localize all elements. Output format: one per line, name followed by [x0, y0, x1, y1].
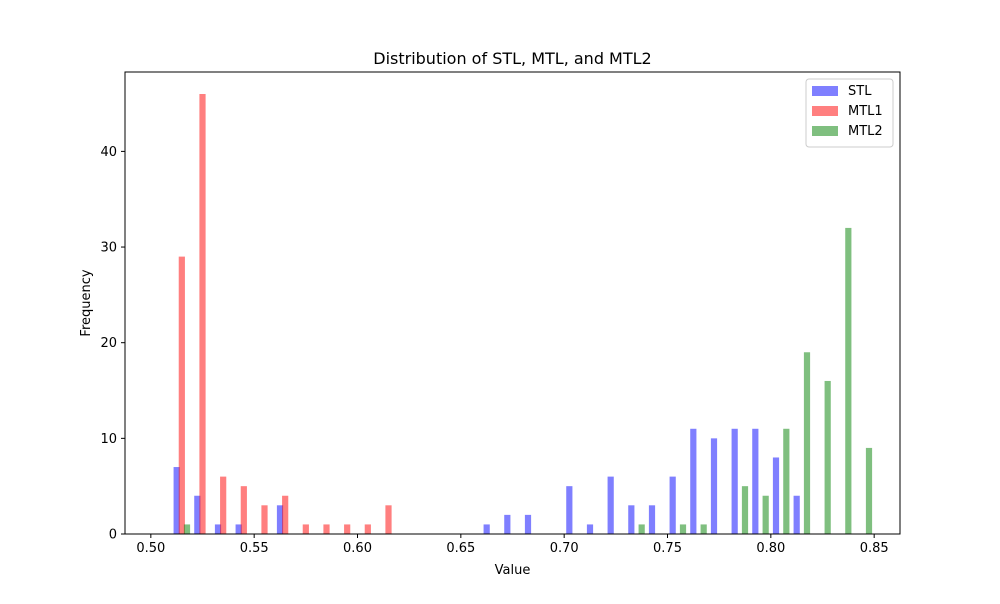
x-tick-label: 0.75	[653, 541, 682, 556]
bar-mtl2-7	[803, 352, 811, 534]
bar-stl-3	[235, 524, 242, 534]
bar-stl-2	[214, 524, 222, 534]
x-tick-label: 0.70	[550, 541, 579, 556]
y-tick-label: 10	[100, 432, 117, 447]
bar-mtl1-0	[178, 256, 185, 534]
bar-mtl2-9	[845, 227, 852, 534]
bar-mtl2-6	[783, 428, 790, 534]
bar-mtl1-6	[302, 524, 309, 534]
plot-frame	[124, 71, 901, 535]
bar-mtl2-5	[762, 495, 769, 534]
y-tick-label: 40	[100, 145, 117, 160]
bar-stl-9	[586, 524, 594, 534]
bar-stl-7	[524, 514, 532, 534]
x-axis: 0.50 0.55 0.60 0.65 0.70 0.75 0.80 0.85	[136, 534, 889, 556]
x-tick-label: 0.65	[446, 541, 475, 556]
bar-stl-14	[690, 428, 697, 534]
bar-stl-6	[504, 514, 511, 534]
bar-mtl2-0	[183, 524, 191, 534]
x-axis-label: Value	[495, 563, 531, 578]
bar-stl-0	[173, 467, 180, 534]
bars-layer	[173, 94, 873, 534]
bar-mtl1-5	[282, 495, 289, 534]
x-tick-label: 0.60	[343, 541, 372, 556]
bar-stl-8	[566, 486, 573, 534]
bar-mtl1-4	[261, 505, 268, 534]
legend-swatch-stl	[812, 86, 838, 96]
bar-stl-12	[648, 505, 656, 534]
bar-mtl2-3	[700, 524, 707, 534]
y-axis-label: Frequency	[79, 269, 94, 336]
y-tick-label: 20	[100, 336, 117, 351]
legend-swatch-mtl2	[812, 126, 838, 136]
bar-mtl1-3	[240, 486, 247, 534]
bar-mtl1-2	[220, 476, 227, 534]
bar-stl-1	[194, 495, 201, 534]
bar-stl-15	[710, 438, 718, 534]
bar-mtl2-1	[638, 524, 645, 534]
bar-mtl1-10	[385, 505, 392, 534]
bar-stl-10	[607, 476, 614, 534]
bar-mtl2-8	[824, 380, 831, 534]
bar-stl-17	[752, 428, 759, 534]
legend-label-mtl2: MTL2	[848, 124, 883, 139]
x-tick-label: 0.50	[136, 541, 165, 556]
bar-mtl2-10	[865, 447, 873, 534]
legend-swatch-mtl1	[812, 106, 838, 116]
legend: STL MTL1 MTL2	[805, 78, 894, 148]
bar-stl-11	[628, 505, 635, 534]
bar-mtl2-4	[741, 486, 749, 534]
y-tick-label: 30	[100, 241, 117, 256]
bar-stl-18	[772, 457, 780, 534]
bar-stl-5	[483, 524, 490, 534]
bar-mtl1-7	[323, 524, 330, 534]
legend-label-mtl1: MTL1	[848, 104, 883, 119]
chart-title: Distribution of STL, MTL, and MTL2	[373, 49, 651, 68]
bar-stl-4	[276, 505, 284, 534]
bar-mtl1-1	[199, 94, 206, 534]
bar-mtl1-9	[364, 524, 371, 534]
x-tick-label: 0.80	[756, 541, 785, 556]
x-tick-label: 0.55	[240, 541, 269, 556]
bar-stl-19	[793, 495, 800, 534]
bar-stl-13	[669, 476, 676, 534]
bar-mtl2-2	[679, 524, 687, 534]
x-tick-label: 0.85	[860, 541, 889, 556]
y-tick-label: 0	[109, 528, 117, 543]
y-axis: 0 10 20 30 40	[100, 145, 125, 543]
bar-mtl1-8	[344, 524, 351, 534]
legend-label-stl: STL	[848, 84, 872, 99]
bar-stl-16	[731, 428, 738, 534]
